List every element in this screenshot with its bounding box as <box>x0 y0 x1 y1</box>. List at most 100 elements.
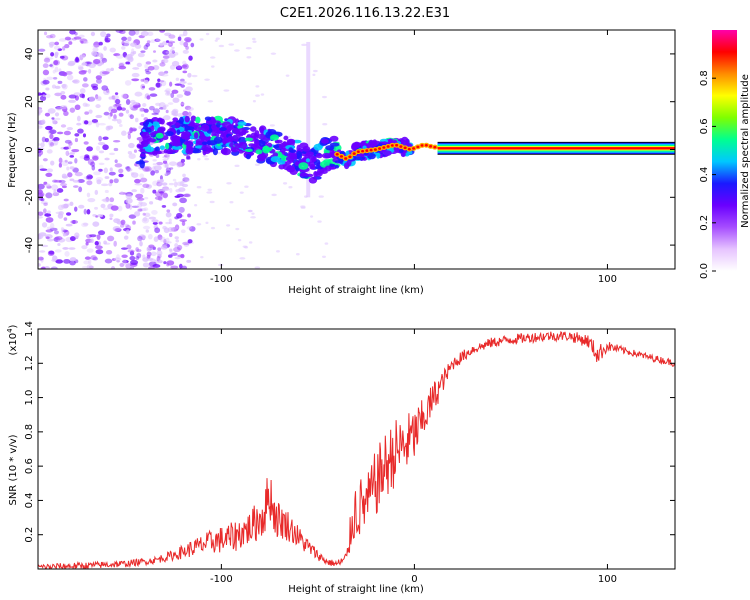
noise-speckle <box>52 255 58 262</box>
noise-speckle <box>191 74 198 78</box>
noise-speckle <box>168 182 175 186</box>
noise-speckle <box>98 162 105 166</box>
noise-speckle <box>57 48 62 52</box>
noise-speckle <box>101 71 110 75</box>
noise-speckle <box>74 137 79 143</box>
colorbar-tick-label: 0.4 <box>699 167 710 183</box>
noise-speckle <box>40 198 45 202</box>
noise-speckle <box>87 159 95 165</box>
x-tick-label: 100 <box>598 274 617 285</box>
snr-multiplier-base: (x10 <box>8 333 19 356</box>
noise-speckle <box>148 87 156 91</box>
noise-speckle <box>148 105 155 111</box>
noise-speckle <box>196 186 202 189</box>
noise-speckle <box>127 133 132 140</box>
y-tick-label: 0.2 <box>24 527 35 543</box>
noise-speckle <box>163 115 171 121</box>
noise-speckle <box>183 243 190 247</box>
noise-speckle <box>182 60 187 66</box>
noise-speckle <box>60 91 66 95</box>
noise-speckle <box>52 76 58 80</box>
noise-speckle <box>282 182 288 185</box>
y-tick-label: -40 <box>24 237 35 253</box>
noise-speckle <box>168 34 176 39</box>
noise-speckle <box>81 62 87 66</box>
noise-speckle <box>109 213 114 218</box>
noise-speckle <box>63 217 68 221</box>
noise-speckle <box>38 125 43 129</box>
ridge-peak-core <box>339 155 344 158</box>
noise-speckle <box>254 163 260 166</box>
noise-speckle <box>132 67 140 70</box>
noise-speckle <box>146 40 151 44</box>
noise-speckle <box>187 107 194 111</box>
noise-speckle <box>94 206 99 210</box>
noise-speckle <box>113 240 117 247</box>
noise-speckle <box>156 250 163 256</box>
noise-speckle <box>152 189 157 194</box>
noise-speckle <box>122 258 127 265</box>
noise-speckle <box>48 140 53 146</box>
noise-speckle <box>214 39 218 42</box>
noise-speckle <box>176 94 184 98</box>
noise-speckle <box>172 202 178 207</box>
noise-speckle <box>95 94 99 100</box>
noise-speckle <box>68 99 76 103</box>
noise-speckle <box>118 62 126 67</box>
noise-speckle <box>86 146 93 152</box>
noise-speckle <box>182 173 186 178</box>
ridge-peak-core <box>424 143 428 147</box>
noise-speckle <box>46 238 54 242</box>
noise-speckle <box>64 36 72 41</box>
noise-speckle <box>97 214 104 218</box>
noise-speckle <box>66 145 72 150</box>
spectral-blob <box>183 140 194 146</box>
noise-speckle <box>62 247 69 250</box>
noise-speckle <box>118 168 124 174</box>
noise-speckle <box>138 234 147 240</box>
noise-speckle <box>134 30 140 35</box>
spectral-blob <box>309 163 316 170</box>
noise-speckle <box>165 104 169 107</box>
noise-speckle <box>118 65 127 70</box>
noise-speckle <box>61 175 69 179</box>
spectral-blob <box>184 126 195 131</box>
noise-speckle <box>88 96 96 102</box>
noise-speckle <box>53 137 60 142</box>
spectral-blob <box>257 153 266 162</box>
noise-speckle <box>144 212 151 218</box>
noise-speckle <box>185 86 193 92</box>
noise-speckle <box>134 117 139 123</box>
noise-speckle <box>169 167 174 170</box>
noise-speckle <box>164 173 168 176</box>
noise-speckle <box>182 49 189 54</box>
noise-speckle <box>171 46 175 50</box>
noise-speckle <box>45 229 54 233</box>
spectral-blob <box>165 149 174 155</box>
noise-speckle <box>109 217 113 220</box>
noise-speckle <box>255 85 260 88</box>
noise-speckle <box>123 40 130 47</box>
noise-speckle <box>106 33 111 38</box>
spectral-blob <box>193 132 199 139</box>
noise-speckle <box>288 186 293 189</box>
noise-speckle <box>80 54 86 59</box>
spectral-blob <box>142 122 149 127</box>
noise-speckle <box>114 159 118 164</box>
noise-speckle <box>204 78 210 81</box>
noise-speckle <box>62 72 68 77</box>
noise-speckle <box>46 226 54 230</box>
noise-speckle <box>66 203 70 207</box>
noise-speckle <box>184 37 192 43</box>
noise-speckle <box>202 155 208 158</box>
noise-speckle <box>157 247 162 252</box>
ridge-peak-core <box>407 147 411 151</box>
noise-speckle <box>171 60 180 67</box>
noise-speckle <box>54 41 60 46</box>
noise-speckle <box>140 113 145 118</box>
noise-speckle <box>186 259 192 263</box>
noise-speckle <box>165 167 172 173</box>
ridge-peak-core <box>365 149 369 152</box>
noise-speckle <box>124 54 133 61</box>
